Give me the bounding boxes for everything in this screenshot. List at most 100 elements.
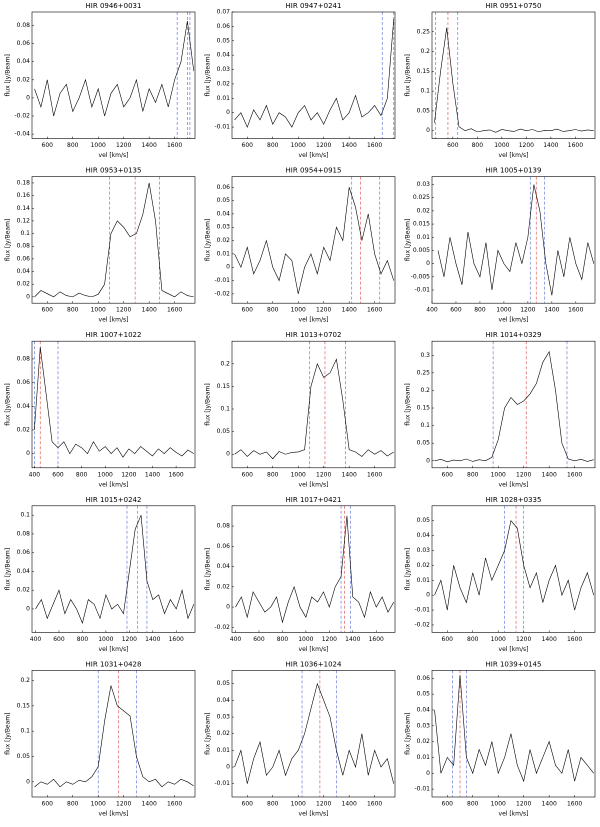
y-axis-label: flux [Jy/Beam] [5,548,12,590]
y-tick-label: 0.04 [217,563,231,570]
y-tick-label: 0.01 [217,95,231,102]
y-tick-label: -0.01 [414,287,430,294]
y-tick-label: 0.01 [217,747,231,754]
x-tick-label: 1600 [567,471,582,478]
y-tick-label: 0.12 [17,217,31,224]
chart-title: HIR 1028+0335 [486,496,542,504]
chart-title: HIR 0953+0135 [86,167,142,175]
x-tick-label: 600 [52,471,64,478]
x-tick-label: 1000 [291,142,306,149]
x-tick-label: 800 [76,471,88,478]
y-tick-label: 0.02 [417,738,431,745]
x-tick-label: 1600 [369,636,384,643]
x-tick-label: 1200 [116,801,131,808]
x-tick-label: 1200 [116,307,131,314]
plot-frame [231,340,396,469]
x-tick-label: 1600 [167,307,182,314]
x-tick-label: 800 [467,801,479,808]
y-tick-label: 0.18 [17,179,31,186]
chart-title: HIR 1036+1024 [286,660,342,668]
x-tick-label: 1000 [298,636,313,643]
y-tick-label: 0.03 [217,714,231,721]
x-axis-label: vel [km/s] [299,317,329,324]
y-tick-label: 0.04 [17,58,31,65]
plot-frame [431,11,596,139]
x-tick-label: 800 [472,142,484,149]
y-tick-label: 0.01 [417,754,431,761]
y-tick-label: -0.02 [214,624,230,631]
y-tick-label: 0.05 [417,517,431,524]
x-tick-label: 600 [447,142,459,149]
y-tick-label: -0.02 [414,621,430,628]
y-tick-label: 0.06 [17,40,31,47]
y-tick-label: 0.1 [420,422,430,429]
y-axis-label: flux [Jy/Beam] [405,383,412,425]
x-tick-label: 1400 [544,307,559,314]
y-tick-label: 0.03 [217,224,231,231]
y-tick-label: -0.04 [14,131,30,138]
y-tick-label: 0.08 [17,243,31,250]
y-tick-label: 0.05 [417,107,431,114]
x-tick-label: 1400 [342,471,357,478]
y-axis-label: flux [Jy/Beam] [205,383,212,425]
y-tick-label: 0.02 [17,587,31,594]
x-tick-label: 1000 [491,471,506,478]
x-tick-label: 1000 [98,636,113,643]
x-tick-label: 1600 [168,471,183,478]
x-tick-label: 1200 [322,636,337,643]
plot-frame [31,11,196,139]
x-axis-label: vel [km/s] [499,646,529,653]
y-tick-label: 0.02 [217,237,231,244]
y-tick-label: 0.05 [17,753,31,760]
y-tick-label: 0 [226,109,230,116]
spectrum-line [437,184,595,296]
x-axis-label: vel [km/s] [99,811,129,818]
x-tick-label: 1200 [516,636,531,643]
x-tick-label: 1200 [122,636,137,643]
y-tick-label: 0.06 [17,549,31,556]
y-axis-label: flux [Jy/Beam] [205,219,212,261]
x-tick-label: 1400 [342,801,357,808]
x-tick-label: 1600 [367,142,382,149]
spectrum-line [434,520,595,611]
y-tick-label: 0.02 [417,207,431,214]
y-tick-label: -0.01 [414,786,430,793]
x-tick-label: 800 [474,307,486,314]
x-tick-label: 1400 [342,307,357,314]
x-tick-label: 600 [53,636,65,643]
x-tick-label: 1000 [494,142,509,149]
y-tick-label: -0.02 [14,112,30,119]
x-tick-label: 600 [42,801,54,808]
x-axis-label: vel [km/s] [299,481,329,488]
spectrum-line [34,347,194,458]
y-tick-label: -0.005 [411,273,431,280]
y-axis-label: flux [Jy/Beam] [405,548,412,590]
y-tick-label: 0.03 [417,547,431,554]
x-tick-label: 800 [67,801,79,808]
y-tick-label: 0.02 [17,281,31,288]
y-tick-label: 0.15 [417,405,431,412]
spectrum-line [34,20,195,117]
chart-title: HIR 1007+1022 [86,331,142,339]
y-tick-label: 0.01 [417,577,431,584]
x-axis-label: vel [km/s] [499,811,529,818]
x-tick-label: 1600 [169,636,184,643]
y-axis-label: flux [Jy/Beam] [5,54,12,96]
spectrum-line [434,350,594,463]
x-tick-label: 1200 [516,801,531,808]
chart-title: HIR 1017+0421 [286,496,342,504]
y-tick-label: 0.05 [217,680,231,687]
y-tick-label: 0.02 [17,426,31,433]
plot-frame [431,670,596,798]
x-tick-label: 600 [42,307,54,314]
y-tick-label: 0.14 [17,205,31,212]
x-tick-label: 400 [230,636,242,643]
x-axis-label: vel [km/s] [99,152,129,159]
plot-frame [231,505,396,633]
y-axis-label: flux [Jy/Beam] [405,712,412,754]
chart-title: HIR 0954+0915 [286,167,342,175]
x-tick-label: 1600 [367,801,382,808]
spectrum-line [234,19,395,128]
x-tick-label: 800 [467,471,479,478]
y-tick-label: 0.06 [217,23,231,30]
